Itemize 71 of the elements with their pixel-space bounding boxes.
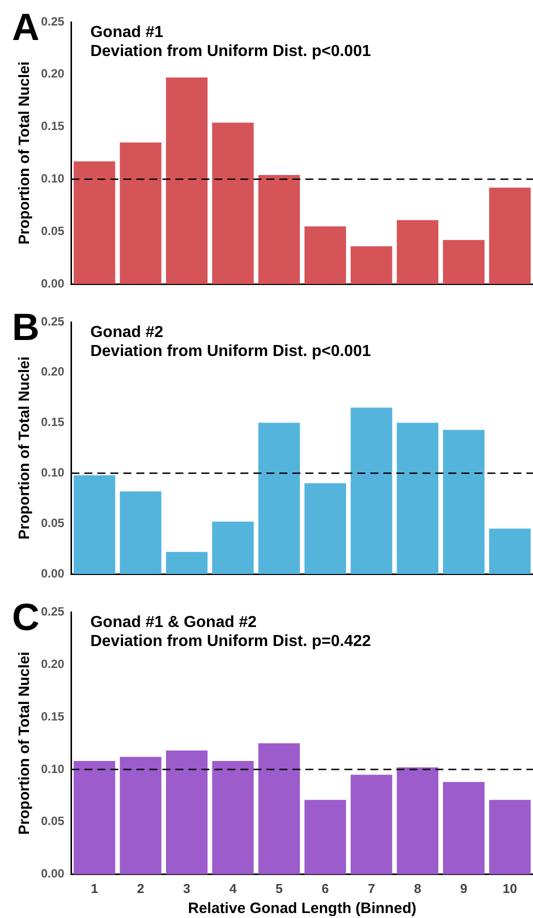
bar [74,475,116,574]
y-tick-label: 0.20 [40,656,65,671]
y-tick-label: 0.25 [40,314,65,328]
chart-title: Gonad #2 [90,324,164,341]
x-tick-label: 3 [183,880,190,896]
bar [304,483,346,574]
x-tick-label: 1 [90,880,98,896]
bar [350,774,392,874]
bar [350,246,392,284]
y-tick-label: 0.05 [40,224,65,238]
y-tick-label: 0.20 [40,364,65,379]
bar [442,240,485,284]
bar [396,220,438,284]
y-axis-title: Proportion of Total Nuclei [16,652,34,835]
y-tick-label: 0.15 [40,119,65,134]
chart-title: Gonad #1 & Gonad #2 [90,614,257,631]
x-tick-label: 8 [414,880,422,896]
bar [258,175,300,284]
bar [304,800,346,874]
bar [120,142,162,284]
bar [258,422,300,574]
bar [489,800,531,874]
y-axis-title: Proportion of Total Nuclei [16,61,34,245]
text: Deviation from Uniform Dist. p<0.001 [90,43,371,60]
y-axis-title: Proportion of Total Nuclei [16,356,34,540]
y-tick-label: 0.20 [40,66,65,81]
x-axis-title: Relative Gonad Length (Binned) [188,900,416,918]
bar [396,767,438,874]
y-tick-label: 0.00 [40,276,65,290]
text: Deviation from Uniform Dist. p<0.001 [90,343,371,360]
y-tick-label: 0.15 [40,709,65,724]
bar [396,422,438,574]
y-tick-label: 0.10 [40,762,65,776]
bar [489,188,531,284]
bar [212,761,254,874]
bar [442,430,485,574]
y-tick-label: 0.00 [40,566,65,580]
x-tick-label: 6 [322,880,329,896]
x-tick-label: 9 [460,880,468,896]
bar [74,761,116,874]
bar [166,552,208,574]
x-tick-label: 4 [229,880,238,896]
chart-title: Gonad #1 [90,24,164,41]
bar [212,122,254,284]
text: A [12,7,40,49]
x-tick-label: 7 [368,880,376,896]
text: C [12,597,40,639]
bar [120,491,162,574]
y-tick-label: 0.05 [40,814,65,828]
y-tick-label: 0.05 [40,516,65,530]
x-tick-label: 5 [275,880,283,896]
y-tick-label: 0.10 [40,466,65,480]
y-tick-label: 0.10 [40,172,65,186]
bar [212,522,254,574]
bar [350,408,392,574]
bar [304,226,346,284]
y-tick-label: 0.25 [40,604,65,618]
x-tick-label: 10 [502,880,518,896]
bar [258,743,300,874]
bar [166,750,208,874]
bar [489,528,531,574]
text: B [12,307,40,349]
bar [166,78,208,284]
y-tick-label: 0.15 [40,415,65,430]
y-tick-label: 0.25 [40,14,65,28]
text: Deviation from Uniform Dist. p=0.422 [90,633,371,650]
bar [74,161,116,284]
bar [120,756,162,874]
y-tick-label: 0.00 [40,866,65,881]
x-tick-label: 2 [136,880,144,896]
bar [442,782,485,874]
